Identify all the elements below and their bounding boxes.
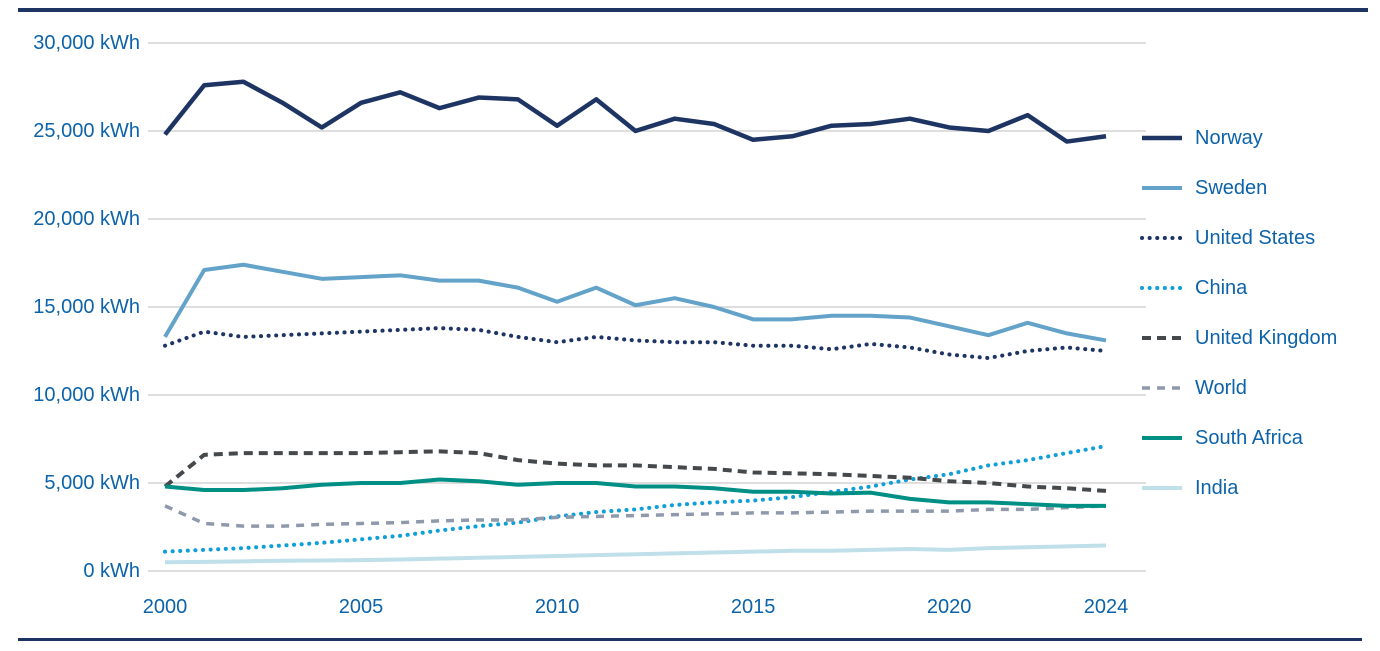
legend-item-united-kingdom: United Kingdom: [1140, 327, 1337, 349]
legend-label-united-kingdom: United Kingdom: [1195, 326, 1338, 349]
x-tick-label: 2020: [926, 596, 972, 618]
legend-item-south-africa: South Africa: [1140, 427, 1303, 449]
y-tick-label: 15,000 kWh: [33, 296, 140, 318]
legend-label-sweden: Sweden: [1195, 176, 1268, 199]
legend-swatch-united-states: [1140, 236, 1184, 240]
series-line-united-states: [163, 326, 1108, 361]
series-line-china: [163, 444, 1108, 554]
legend-swatch-sweden: [1142, 186, 1182, 190]
series-line-united-kingdom: [163, 449, 1107, 493]
legend-item-world: World: [1140, 377, 1247, 399]
x-tick-label: 2000: [142, 596, 188, 618]
legend-swatch-united-kingdom: [1142, 336, 1182, 340]
legend-item-sweden: Sweden: [1140, 177, 1267, 199]
legend-swatch-south-africa: [1142, 436, 1182, 440]
y-tick-label: 5,000 kWh: [44, 472, 140, 494]
series-line-india: [164, 543, 1107, 565]
x-tick-label: 2010: [534, 596, 580, 618]
y-tick-label: 20,000 kWh: [33, 208, 140, 230]
legend-label-world: World: [1195, 376, 1247, 399]
y-tick-label: 10,000 kWh: [33, 384, 140, 406]
legend-label-norway: Norway: [1195, 126, 1263, 149]
y-tick-label: 0 kWh: [83, 560, 140, 582]
y-tick-label: 30,000 kWh: [33, 32, 140, 54]
legend-label-india: India: [1195, 476, 1239, 499]
top-border-rule: [18, 8, 1368, 12]
legend-swatch-china: [1140, 286, 1184, 290]
series-line-south-africa: [164, 477, 1106, 508]
legend-item-india: India: [1140, 477, 1238, 499]
y-tick-label: 25,000 kWh: [33, 120, 140, 142]
bottom-border-rule: [18, 638, 1362, 641]
x-tick-label: 2005: [338, 596, 384, 618]
legend-swatch-norway: [1142, 135, 1182, 141]
legend-label-united-states: United States: [1195, 226, 1316, 249]
series-line-sweden: [163, 262, 1107, 343]
x-tick-label: 2024: [1083, 596, 1129, 618]
series-line-norway: [163, 79, 1107, 144]
x-tick-label: 2015: [730, 596, 776, 618]
legend-label-china: China: [1195, 276, 1248, 299]
legend-swatch-world: [1142, 386, 1182, 390]
legend-item-norway: Norway: [1140, 127, 1263, 149]
legend-swatch-india: [1142, 486, 1182, 490]
legend-item-united-states: United States: [1140, 227, 1315, 249]
legend-label-south-africa: South Africa: [1195, 426, 1303, 449]
legend-item-china: China: [1140, 277, 1247, 299]
